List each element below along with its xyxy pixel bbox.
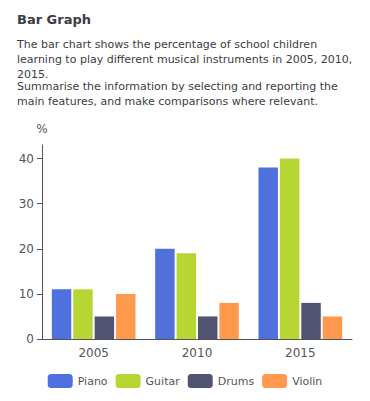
svg-text:Piano: Piano [78,375,108,388]
svg-text:learning to play different mus: learning to play different musical instr… [17,53,356,66]
svg-text:Bar Graph: Bar Graph [17,12,91,27]
svg-text:main features, and make compar: main features, and make comparisons wher… [17,95,318,108]
svg-text:20: 20 [19,242,34,256]
svg-text:2015: 2015 [285,346,316,360]
svg-text:2005: 2005 [78,346,109,360]
svg-text:2015.: 2015. [17,68,49,81]
svg-text:Violin: Violin [292,375,322,388]
svg-text:40: 40 [19,152,34,166]
svg-text:10: 10 [19,287,34,301]
svg-text:%: % [36,122,47,136]
svg-text:Guitar: Guitar [146,375,181,388]
svg-text:0: 0 [26,332,34,346]
svg-text:The bar chart shows the percen: The bar chart shows the percentage of sc… [16,38,321,51]
svg-text:30: 30 [19,197,34,211]
svg-text:Drums: Drums [218,375,255,388]
svg-text:Summarise the information by s: Summarise the information by selecting a… [17,80,341,93]
svg-text:2010: 2010 [182,346,213,360]
